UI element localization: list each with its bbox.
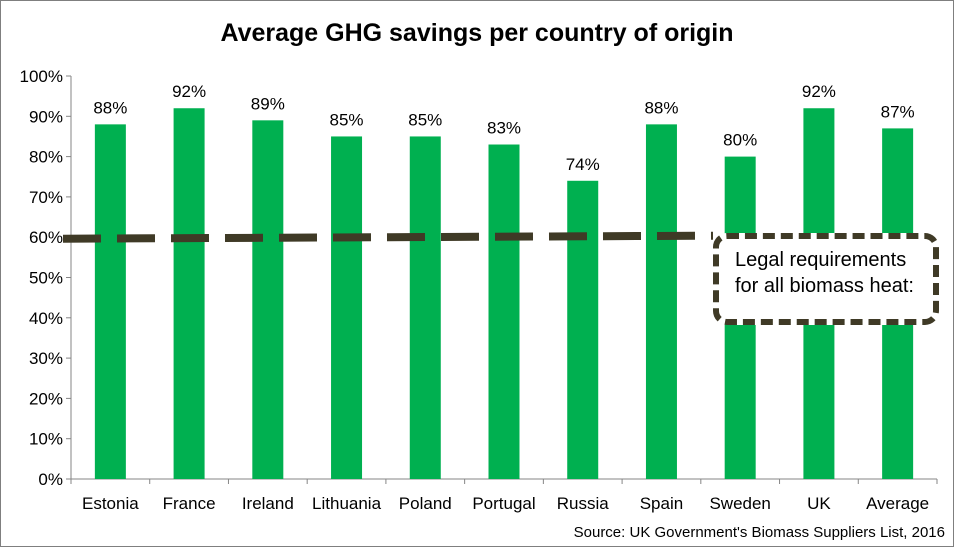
y-tick-label: 20% [29,389,63,408]
category-label: Russia [557,494,610,513]
category-label: Poland [399,494,452,513]
bar-poland [409,136,441,479]
y-tick-label: 0% [38,470,63,489]
data-label: 89% [251,94,285,113]
data-label: 83% [487,119,521,138]
y-tick-label: 80% [29,148,63,167]
y-tick-label: 40% [29,309,63,328]
data-label: 85% [408,110,442,129]
data-label: 88% [644,98,678,117]
y-tick-label: 60% [29,228,63,247]
data-label: 92% [802,82,836,101]
bar-russia [567,180,599,479]
data-label: 88% [93,98,127,117]
category-label: Spain [640,494,683,513]
y-tick-label: 10% [29,430,63,449]
category-label: Lithuania [312,494,382,513]
category-label: France [163,494,216,513]
bar-ireland [252,120,284,479]
category-label: Portugal [472,494,535,513]
y-tick-label: 70% [29,188,63,207]
reference-line [62,231,714,243]
bar-portugal [488,144,520,479]
y-tick-label: 30% [29,349,63,368]
y-tick-label: 50% [29,269,63,288]
bar-spain [645,124,677,480]
data-label: 85% [330,110,364,129]
chart-source: Source: UK Government's Biomass Supplier… [573,524,945,541]
data-label: 74% [566,155,600,174]
category-label: Estonia [82,494,139,513]
bar-estonia [94,124,126,480]
data-label: 92% [172,82,206,101]
y-tick-label: 100% [20,67,63,86]
bar-lithuania [331,136,363,479]
y-tick-label: 90% [29,107,63,126]
bar-france [173,108,205,480]
category-label: Sweden [709,494,770,513]
legal-requirement-callout: Legal requirements for all biomass heat: [713,233,939,325]
data-label: 80% [723,131,757,150]
data-label: 87% [881,102,915,121]
chart-title: Average GHG savings per country of origi… [220,19,734,47]
category-label: Average [866,494,929,513]
legal-requirement-text: Legal requirements for all biomass heat: [735,249,914,297]
category-label: Ireland [242,494,294,513]
category-label: UK [807,494,831,513]
